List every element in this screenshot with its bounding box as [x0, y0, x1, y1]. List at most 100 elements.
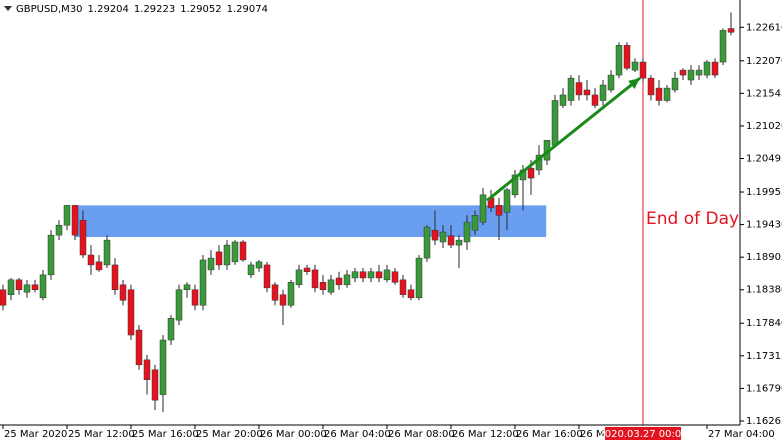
- candle-body: [375, 271, 383, 279]
- candle-body: [407, 289, 415, 299]
- candle-body: [359, 271, 367, 279]
- y-tick-label: 1.21545: [746, 88, 782, 99]
- candle-body: [583, 89, 591, 96]
- x-tick-label: 25 Mar 20:00: [196, 429, 263, 440]
- candle-body: [7, 279, 15, 295]
- candle-body: [511, 174, 519, 196]
- candle-body: [567, 77, 575, 101]
- candle-body: [423, 226, 431, 259]
- candle-body: [719, 30, 727, 63]
- x-tick-label: 25 Mar 12:00: [68, 429, 135, 440]
- y-tick-label: 1.16790: [746, 383, 782, 394]
- candle-body: [95, 261, 103, 271]
- y-tick-label: 1.18380: [746, 285, 782, 296]
- x-tick-label: 26 Mar 08:00: [388, 429, 455, 440]
- candle-body: [639, 61, 647, 79]
- y-tick-label: 1.21020: [746, 121, 782, 132]
- candle-body: [23, 284, 31, 293]
- candle-body: [367, 271, 375, 279]
- candle-body: [663, 87, 671, 101]
- candle-body: [599, 84, 607, 101]
- candle-body: [111, 264, 119, 290]
- candle-body: [679, 69, 687, 76]
- y-tick-label: 1.22610: [746, 22, 782, 33]
- candle-body: [335, 277, 343, 286]
- candle-body: [399, 279, 407, 295]
- dropdown-icon[interactable]: [4, 6, 12, 11]
- candle-body: [527, 167, 535, 179]
- candle-body: [167, 318, 175, 341]
- symbol: GBPUSD,M30: [16, 4, 83, 15]
- candle-body: [447, 235, 455, 246]
- candle-body: [591, 94, 599, 106]
- candle-body: [687, 69, 695, 81]
- candle-body: [431, 229, 439, 241]
- x-tick-label: 27 Mar 04:00: [708, 429, 775, 440]
- candle-body: [0, 289, 7, 306]
- candle-body: [695, 69, 703, 76]
- candle-body: [63, 205, 71, 226]
- candle-body: [135, 329, 143, 366]
- y-tick-label: 1.17840: [746, 318, 782, 329]
- candle-body: [655, 87, 663, 101]
- candle-body: [343, 274, 351, 286]
- y-tick-label: 1.20495: [746, 154, 782, 165]
- candle-body: [319, 282, 327, 290]
- candle-body: [415, 257, 423, 299]
- candle-body: [575, 82, 583, 96]
- candle-body: [47, 234, 55, 276]
- candle-body: [727, 28, 735, 33]
- candle-body: [15, 279, 23, 290]
- candle-body: [239, 241, 247, 261]
- candle-body: [623, 45, 631, 69]
- candle-body: [327, 279, 335, 293]
- candle-body: [39, 274, 47, 299]
- y-tick-label: 1.22070: [746, 56, 782, 67]
- candle-body: [351, 271, 359, 279]
- candle-body: [159, 339, 167, 395]
- candle-body: [647, 77, 655, 96]
- candle-body: [223, 244, 231, 266]
- candle-body: [615, 45, 623, 76]
- candle-body: [271, 284, 279, 301]
- candle-body: [471, 215, 479, 231]
- candle-body: [31, 284, 39, 290]
- candle-body: [247, 264, 255, 276]
- candle-body: [255, 261, 263, 269]
- candle-body: [607, 74, 615, 91]
- header-value: 1.29223: [134, 4, 175, 15]
- candle-body: [711, 61, 719, 76]
- candle-body: [503, 189, 511, 213]
- candle-body: [279, 294, 287, 306]
- y-tick-label: 1.18905: [746, 252, 782, 263]
- time-label: 2020.03.27 00:00: [598, 429, 687, 440]
- candle-body: [455, 239, 463, 246]
- candle-body: [671, 77, 679, 91]
- candle-body: [71, 205, 79, 236]
- candle-body: [287, 282, 295, 306]
- x-tick-label: 26 Mar 16:00: [516, 429, 583, 440]
- candle-body: [55, 224, 63, 236]
- candle-body: [391, 271, 399, 283]
- candle-body: [127, 289, 135, 336]
- annotation: End of Day: [646, 209, 739, 229]
- time-label-bg: [605, 427, 681, 440]
- header-value: 1.29204: [88, 4, 129, 15]
- candle-body: [263, 264, 271, 289]
- candle-body: [183, 284, 191, 290]
- candle-body: [87, 254, 95, 266]
- candle-body: [231, 241, 239, 263]
- candle-body: [311, 269, 319, 289]
- y-tick-label: 1.17315: [746, 351, 782, 362]
- candle-body: [559, 94, 567, 106]
- header-value: 1.29074: [227, 4, 268, 15]
- candle-body: [191, 289, 199, 306]
- candle-body: [175, 289, 183, 321]
- candle-body: [151, 369, 159, 401]
- candle-body: [207, 257, 215, 271]
- y-tick-label: 1.19955: [746, 187, 782, 198]
- x-tick-label: 25 Mar 16:00: [132, 429, 199, 440]
- candle-body: [303, 267, 311, 273]
- candle-body: [463, 221, 471, 243]
